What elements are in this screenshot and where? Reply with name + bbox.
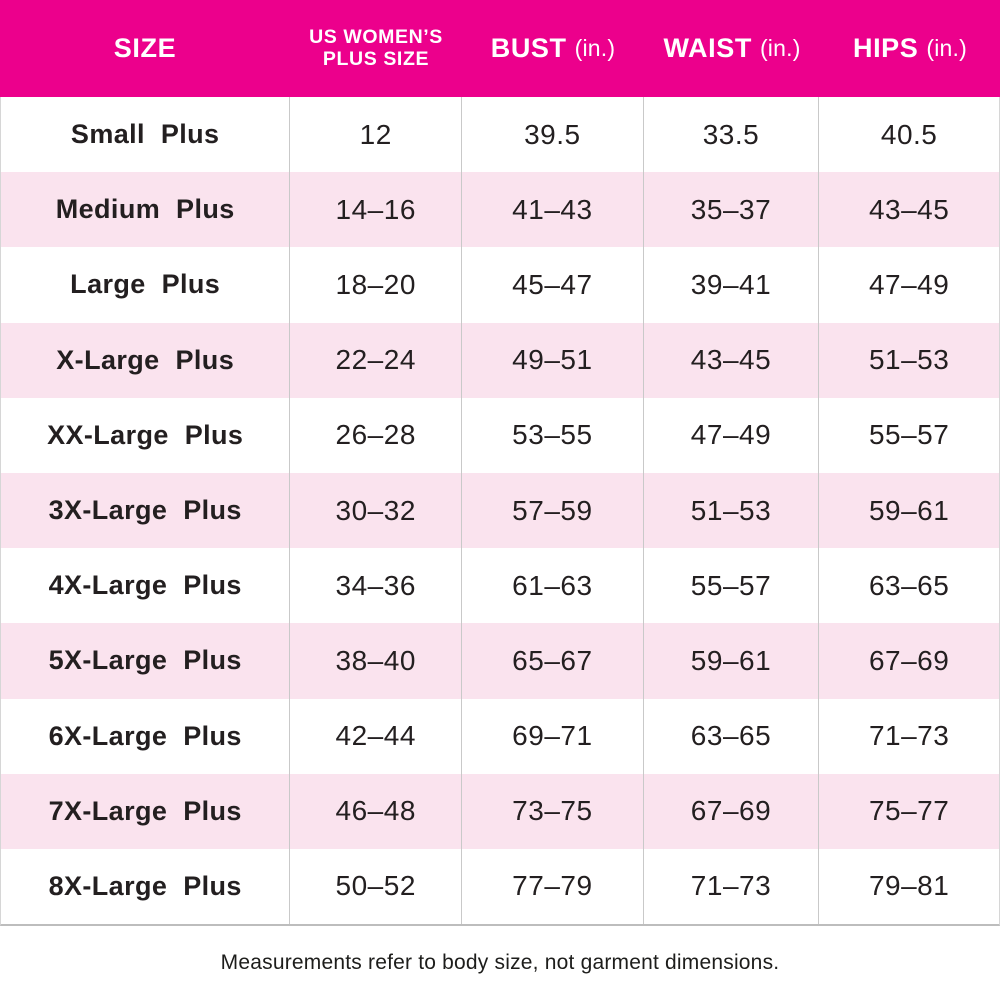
cell-bust: 39.5 bbox=[462, 97, 644, 173]
cell-waist: 35–37 bbox=[644, 172, 820, 248]
table-row: 5X-Large Plus 38–40 65–67 59–61 67–69 bbox=[1, 623, 999, 699]
cell-waist: 33.5 bbox=[644, 97, 820, 173]
cell-bust: 65–67 bbox=[462, 623, 644, 699]
cell-bust: 45–47 bbox=[462, 247, 644, 323]
column-header-hips-label: HIPS bbox=[852, 33, 919, 64]
cell-plus-size: 12 bbox=[290, 97, 463, 173]
cell-size: X-Large Plus bbox=[1, 322, 291, 398]
column-header-waist: WAIST (in.) bbox=[644, 0, 820, 97]
table-row: 6X-Large Plus 42–44 69–71 63–65 71–73 bbox=[1, 698, 999, 774]
cell-bust: 57–59 bbox=[462, 472, 644, 549]
cell-hips: 43–45 bbox=[868, 193, 950, 225]
table-row: Medium Plus 14–16 41–43 35–37 43–45 bbox=[1, 172, 999, 248]
cell-plus-size: 46–48 bbox=[290, 773, 463, 849]
column-header-waist-label: WAIST bbox=[663, 33, 752, 64]
cell-bust: 49–51 bbox=[462, 322, 644, 398]
footnote: Measurements refer to body size, not gar… bbox=[220, 951, 780, 975]
cell-size: 3X-Large Plus bbox=[1, 472, 291, 549]
column-header-plus-size: US WOMEN’S PLUS SIZE bbox=[290, 0, 462, 97]
cell-bust: 73–75 bbox=[462, 773, 644, 849]
table-header: SIZE US WOMEN’S PLUS SIZE BUST (in.) WAI… bbox=[0, 0, 1000, 97]
table-row: X-Large Plus 22–24 49–51 43–45 51–53 bbox=[1, 322, 999, 398]
column-header-bust-unit: (in.) bbox=[574, 35, 616, 61]
table-row: 3X-Large Plus 30–32 57–59 51–53 59–61 bbox=[1, 472, 999, 549]
cell-size: 5X-Large Plus bbox=[1, 623, 291, 699]
cell-plus-size: 14–16 bbox=[290, 172, 463, 248]
cell-plus-size: 30–32 bbox=[290, 472, 463, 549]
cell-hips: 79–81 bbox=[868, 870, 950, 902]
cell-size: Small Plus bbox=[1, 97, 291, 173]
table-row: XX-Large Plus 26–28 53–55 47–49 55–57 bbox=[1, 397, 999, 473]
column-header-hips: HIPS (in.) bbox=[820, 0, 1000, 97]
table-row: 4X-Large Plus 34–36 61–63 55–57 63–65 bbox=[1, 548, 999, 624]
cell-waist: 43–45 bbox=[644, 322, 820, 398]
table-body: Small Plus 12 39.5 33.5 40.5 Medium Plus 14–16… bbox=[0, 97, 1000, 927]
table-row: Large Plus 18–20 45–47 39–41 47–49 bbox=[1, 247, 999, 323]
column-header-bust: BUST (in.) bbox=[462, 0, 644, 97]
cell-waist: 63–65 bbox=[644, 698, 820, 774]
cell-plus-size: 18–20 bbox=[290, 247, 463, 323]
cell-plus-size: 22–24 bbox=[290, 322, 463, 398]
column-header-size: SIZE bbox=[0, 0, 290, 97]
cell-waist: 39–41 bbox=[644, 247, 820, 323]
column-header-size-label: SIZE bbox=[113, 33, 177, 64]
cell-waist: 67–69 bbox=[644, 773, 820, 849]
cell-plus-size: 26–28 bbox=[290, 397, 463, 473]
cell-plus-size: 50–52 bbox=[290, 848, 463, 925]
column-header-bust-label: BUST bbox=[490, 33, 567, 64]
cell-hips: 75–77 bbox=[868, 795, 950, 827]
cell-bust: 53–55 bbox=[462, 397, 644, 473]
cell-size: 6X-Large Plus bbox=[1, 698, 291, 774]
cell-bust: 41–43 bbox=[462, 172, 644, 248]
column-header-plus-size-label: US WOMEN’S PLUS SIZE bbox=[309, 25, 443, 70]
table-row: Small Plus 12 39.5 33.5 40.5 bbox=[1, 97, 999, 173]
cell-size: Medium Plus bbox=[1, 172, 291, 248]
cell-bust: 69–71 bbox=[462, 698, 644, 774]
cell-waist: 47–49 bbox=[644, 397, 820, 473]
table-row: 7X-Large Plus 46–48 73–75 67–69 75–77 bbox=[1, 773, 999, 849]
cell-bust: 61–63 bbox=[462, 548, 644, 624]
cell-size: 7X-Large Plus bbox=[1, 773, 291, 849]
cell-hips: 51–53 bbox=[868, 344, 950, 376]
cell-plus-size: 42–44 bbox=[290, 698, 463, 774]
cell-hips: 63–65 bbox=[868, 569, 950, 601]
cell-hips: 59–61 bbox=[868, 494, 950, 526]
cell-plus-size: 34–36 bbox=[290, 548, 463, 624]
column-header-waist-unit: (in.) bbox=[759, 35, 801, 61]
cell-plus-size: 38–40 bbox=[290, 623, 463, 699]
cell-hips: 47–49 bbox=[868, 268, 950, 300]
cell-hips: 67–69 bbox=[868, 644, 950, 676]
cell-bust: 77–79 bbox=[462, 848, 644, 925]
cell-waist: 51–53 bbox=[644, 472, 820, 549]
cell-size: XX-Large Plus bbox=[1, 397, 291, 473]
cell-waist: 71–73 bbox=[644, 848, 820, 925]
cell-hips: 71–73 bbox=[868, 720, 950, 752]
cell-hips: 40.5 bbox=[880, 118, 938, 150]
cell-waist: 55–57 bbox=[644, 548, 820, 624]
cell-waist: 59–61 bbox=[644, 623, 820, 699]
cell-size: Large Plus bbox=[1, 247, 291, 323]
cell-size: 4X-Large Plus bbox=[1, 548, 291, 624]
table-row: 8X-Large Plus 50–52 77–79 71–73 79–81 bbox=[1, 848, 999, 925]
cell-size: 8X-Large Plus bbox=[1, 848, 291, 925]
column-header-hips-unit: (in.) bbox=[926, 35, 968, 61]
cell-hips: 55–57 bbox=[868, 419, 950, 451]
